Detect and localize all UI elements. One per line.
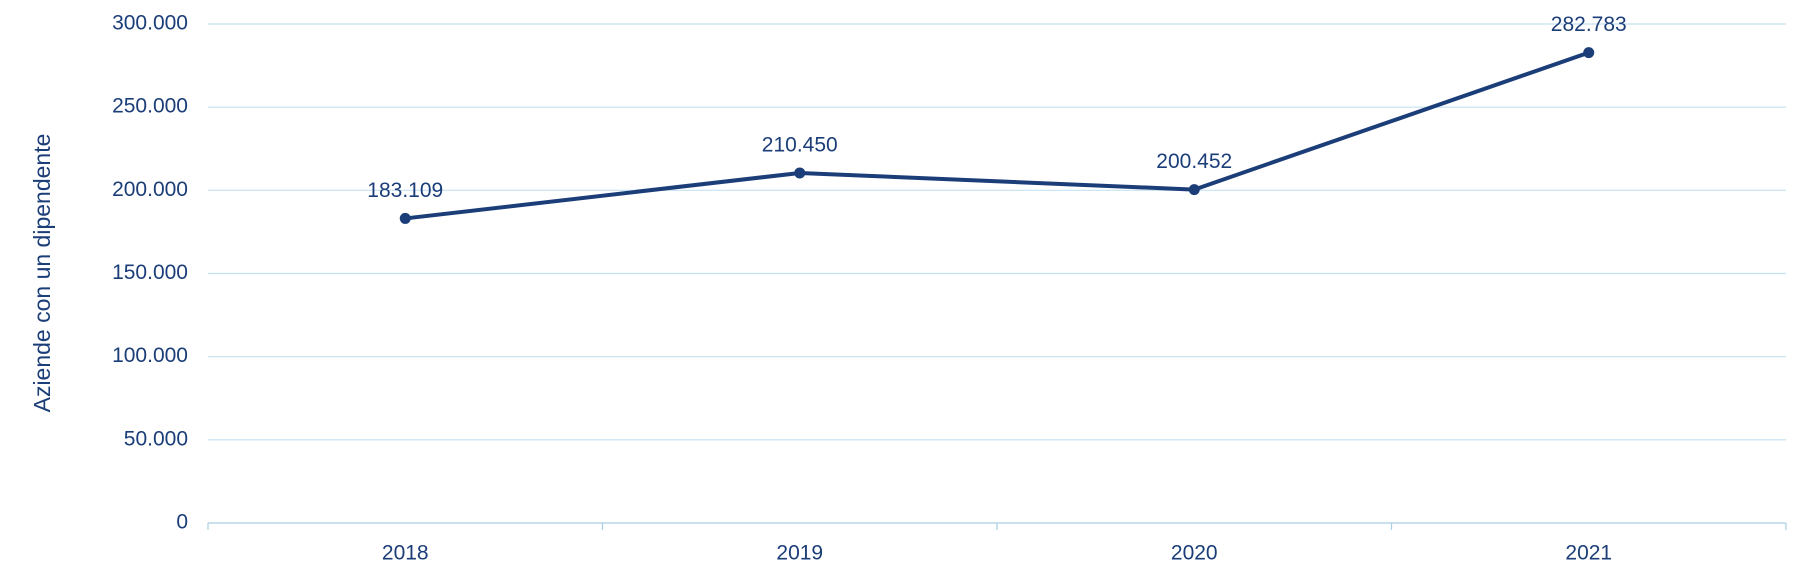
line [405, 50, 1590, 221]
x-tick-label: 2021 [1565, 542, 1612, 565]
x-tick-label: 2020 [1171, 542, 1218, 565]
x-tick-label: 2018 [382, 542, 429, 565]
value-label: 210.450 [762, 133, 838, 156]
value-label: 200.452 [1156, 150, 1232, 173]
x-tick-label: 2019 [776, 542, 823, 565]
point [1583, 47, 1595, 59]
y-tick-label: 100.000 [112, 344, 188, 367]
y-tick-label: 200.000 [112, 178, 188, 201]
y-tick-label: 50.000 [124, 427, 188, 450]
y-tick-label: 300.000 [112, 12, 188, 35]
y-tick-label: 150.000 [112, 261, 188, 284]
point [794, 167, 806, 179]
y-axis-label: Aziende con un dipendente [29, 134, 55, 413]
point [1188, 184, 1200, 196]
value-label: 183.109 [367, 179, 443, 202]
y-tick-label: 250.000 [112, 95, 188, 118]
y-tick-label: 0 [176, 511, 188, 534]
point [399, 212, 411, 224]
value-label: 282.783 [1551, 13, 1627, 36]
